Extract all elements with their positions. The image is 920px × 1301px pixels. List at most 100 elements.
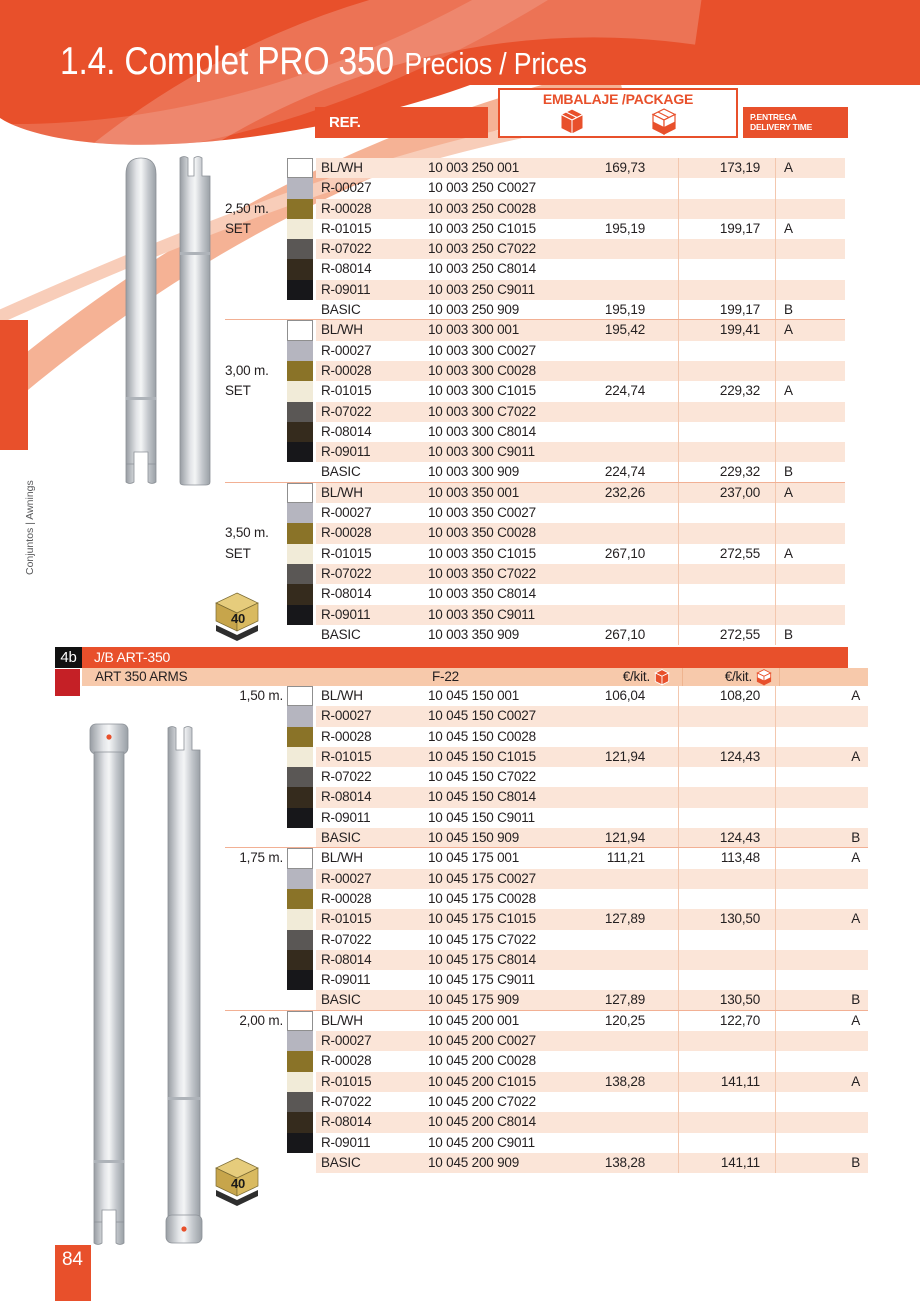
table-row: R-00027 10 003 350 C0027 (225, 503, 845, 524)
sidebar-orange-tab (0, 320, 28, 450)
table-row: BASIC 10 003 300 909 224,74 229,32 B (225, 462, 845, 483)
size-label: 3,00 m. SET (225, 362, 269, 399)
code-cell: 10 045 200 C0027 (428, 1033, 536, 1049)
ref-cell: R-00028 (321, 362, 372, 378)
delivery-time-cell (776, 503, 845, 523)
price-cell-2: 124,43 (679, 828, 776, 849)
delivery-time-cell (776, 1051, 868, 1071)
code-cell: 10 045 175 C8014 (428, 951, 536, 967)
delivery-time-cell (776, 361, 845, 381)
delivery-time-cell: B (784, 464, 793, 480)
delivery-time-cell (776, 1031, 868, 1051)
page-number: 84 (55, 1245, 91, 1301)
delivery-time-cell: A (851, 1073, 860, 1089)
code-cell: 10 003 300 001 (428, 322, 520, 338)
ref-cell: R-08014 (321, 261, 372, 277)
price-cell-2 (679, 1132, 776, 1153)
ref-cell: R-08014 (321, 1114, 372, 1130)
delivery-time-cell (776, 523, 845, 543)
size-label: 2,50 m. SET (225, 200, 269, 236)
delivery-time-cell (776, 950, 868, 970)
delivery-time-cell: B (784, 302, 793, 318)
color-swatch (287, 279, 313, 301)
color-swatch (287, 929, 313, 950)
code-cell: 10 003 250 C0028 (428, 200, 536, 216)
ref-cell: BL/WH (321, 160, 363, 175)
ref-cell: R-07022 (321, 403, 372, 419)
table-row: R-01015 10 045 150 C1015 121,94 124,43 A (225, 746, 868, 768)
ref-cell: R-00027 (321, 180, 372, 196)
price-cell-2: 229,32 (679, 462, 776, 483)
price-cell-2 (679, 1051, 776, 1072)
color-swatch (287, 320, 313, 341)
price-cell-1 (558, 503, 679, 524)
color-swatch (287, 848, 313, 869)
color-swatch (287, 259, 313, 280)
section-tag-4b: 4b (55, 647, 82, 668)
ref-cell: R-00028 (321, 728, 372, 744)
delivery-time-cell (776, 402, 845, 422)
ref-cell: R-00027 (321, 870, 372, 886)
delivery-time-cell (776, 341, 845, 361)
price-cell-2 (679, 949, 776, 971)
table-row: R-08014 10 003 350 C8014 (225, 584, 845, 605)
price-cell-1 (558, 868, 679, 889)
pallet-40-icon: 40 (215, 592, 259, 641)
ref-cell: R-00027 (321, 1033, 372, 1049)
price-cell-1 (558, 604, 679, 625)
ref-cell: R-01015 (321, 383, 372, 399)
delivery-time-cell: A (851, 1012, 860, 1028)
ref-cell: R-00028 (321, 525, 372, 541)
color-swatch (287, 563, 313, 585)
delivery-time-cell (776, 1112, 868, 1132)
color-swatch (287, 706, 313, 727)
table-row: BL/WH 10 045 175 001 111,21 113,48 A (225, 848, 868, 869)
ref-cell: R-08014 (321, 951, 372, 967)
price-cell-1: 121,94 (558, 828, 679, 849)
ref-cell: R-00027 (321, 708, 372, 724)
ref-cell: BL/WH (321, 688, 363, 703)
section-rows: BL/WH 10 045 150 001 106,04 108,20 A R-0… (225, 686, 868, 849)
delivery-time-cell (776, 280, 845, 300)
code-cell: 10 003 250 909 (428, 302, 520, 318)
price-cell-2: 199,17 (679, 300, 776, 321)
code-cell: 10 003 350 C0027 (428, 505, 536, 521)
table-row: BL/WH 10 003 300 001 195,42 199,41 A (225, 320, 845, 341)
price-cell-2 (679, 584, 776, 605)
table-row: R-00028 10 045 175 C0028 (225, 888, 868, 910)
ref-cell: R-09011 (321, 281, 371, 297)
color-swatch (287, 1071, 313, 1092)
table-row: R-08014 10 045 200 C8014 (225, 1112, 868, 1133)
price-cell-1 (558, 340, 679, 361)
price-cell-1 (558, 706, 679, 727)
table-row: R-00027 10 045 200 C0027 (225, 1031, 868, 1052)
color-swatch (287, 888, 313, 910)
code-cell: 10 045 150 C8014 (428, 789, 536, 805)
price-cell-1: 267,10 (558, 624, 679, 646)
code-cell: 10 045 175 C7022 (428, 931, 536, 947)
delivery-time-cell (776, 808, 868, 828)
price-cell-1: 195,19 (558, 218, 679, 240)
delivery-time-cell (776, 564, 845, 584)
color-swatch (287, 584, 313, 605)
code-cell: 10 003 350 C9011 (428, 606, 535, 622)
table-row: R-00028 10 003 250 C0028 (225, 198, 845, 219)
color-swatch (287, 1031, 313, 1052)
code-cell: 10 045 175 C9011 (428, 972, 535, 988)
color-swatch (287, 746, 313, 768)
ref-cell: R-09011 (321, 444, 371, 460)
ref-cell: R-08014 (321, 789, 372, 805)
product-code: F-22 (432, 669, 459, 684)
delivery-time-cell (776, 178, 845, 198)
svg-text:40: 40 (231, 611, 245, 626)
color-swatch (287, 158, 313, 179)
color-swatch (287, 1112, 313, 1133)
delivery-time-cell: A (851, 748, 860, 764)
table-row: BL/WH 10 045 200 001 120,25 122,70 A (225, 1010, 868, 1032)
color-swatch (287, 381, 313, 402)
code-cell: 10 003 250 C0027 (428, 180, 536, 196)
price-cell-2 (679, 259, 776, 280)
price-cell-1 (558, 929, 679, 950)
color-swatch (287, 767, 313, 788)
price-cell-2: 141,11 (679, 1152, 776, 1174)
